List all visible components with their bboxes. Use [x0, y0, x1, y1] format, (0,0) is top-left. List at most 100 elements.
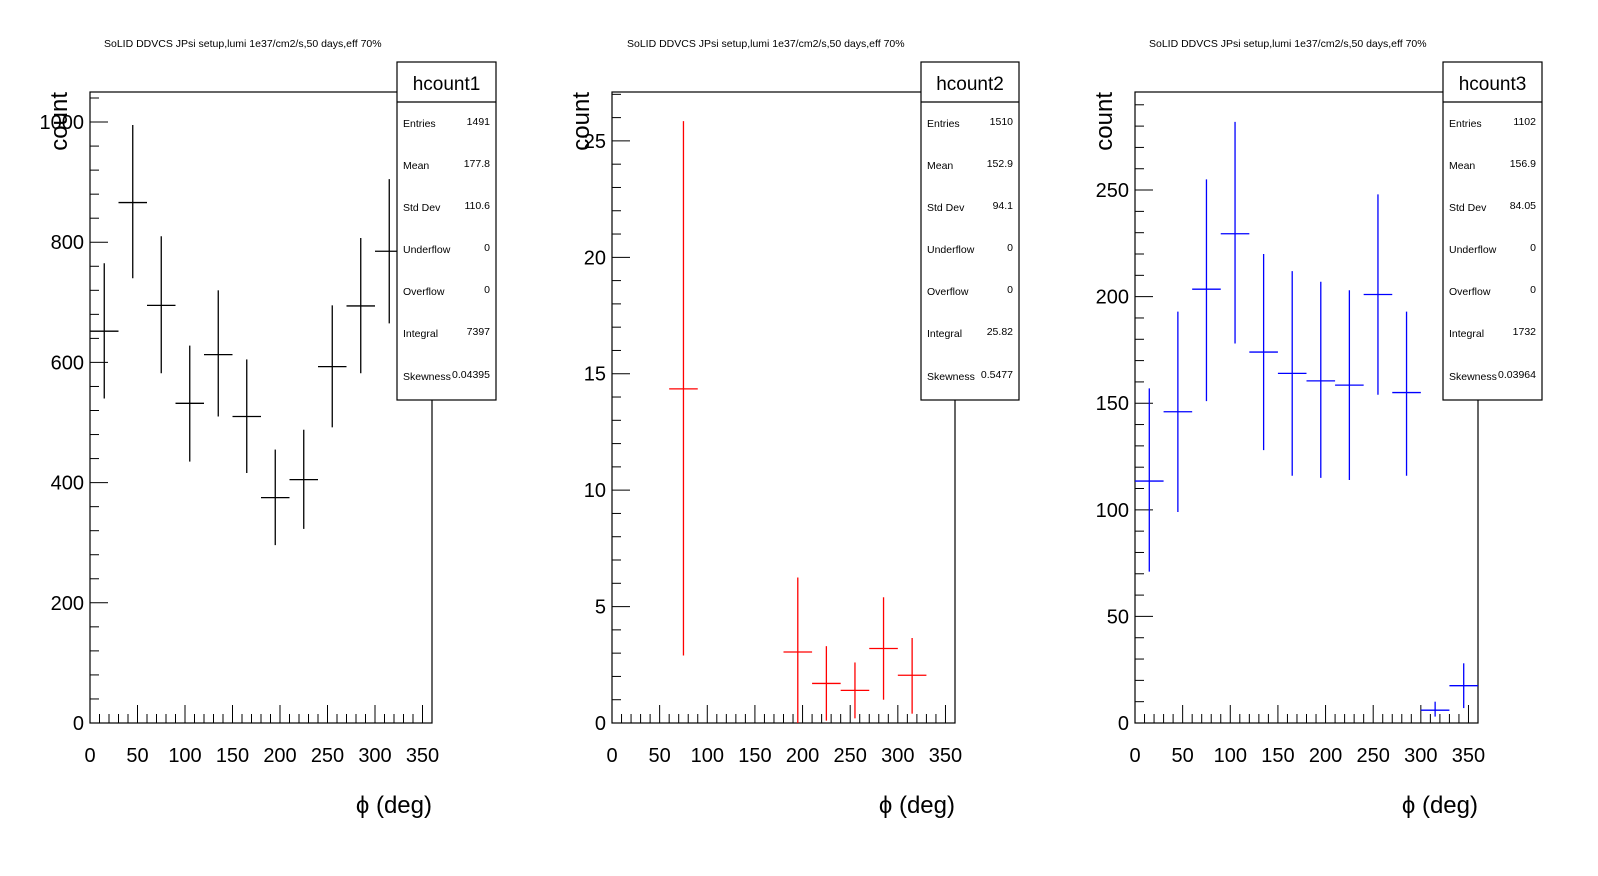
stats-box: hcount1 Entries 1491 Mean 177.8 Std Dev 110.6 U…	[396, 61, 497, 401]
stats-value: 0	[1007, 284, 1013, 296]
stats-value: 0.03964	[1498, 369, 1536, 381]
x-tick-label: 300	[881, 745, 914, 767]
stats-label: Overflow	[1449, 286, 1491, 298]
stats-histogram-name: hcount3	[1459, 74, 1527, 95]
data-point	[204, 290, 233, 417]
y-tick-label: 250	[1096, 180, 1129, 202]
stats-box: hcount3 Entries 1102 Mean 156.9 Std Dev 84.05 U…	[1442, 61, 1543, 401]
y-tick-label: 20	[584, 247, 606, 269]
data-point	[346, 238, 375, 374]
stats-label: Overflow	[403, 286, 445, 298]
x-tick-label: 200	[263, 745, 296, 767]
y-axis-title: count	[568, 92, 595, 151]
stats-label: Underflow	[1449, 244, 1497, 256]
plot-frame	[89, 91, 433, 724]
x-axis-title: ϕ (deg)	[356, 792, 432, 819]
x-tick-label: 0	[1129, 745, 1140, 767]
x-tick-label: 0	[606, 745, 617, 767]
stats-box: hcount2 Entries 1510 Mean 152.9 Std Dev 94.1 Un…	[920, 61, 1020, 401]
data-point	[175, 345, 204, 462]
x-tick-label: 100	[1214, 745, 1247, 767]
stats-value: 1491	[467, 116, 491, 128]
stats-value: 25.82	[987, 326, 1013, 338]
data-point	[318, 305, 347, 428]
data-point	[90, 263, 119, 399]
y-tick-label: 25	[584, 131, 606, 153]
stats-label: Integral	[1449, 328, 1484, 340]
x-tick-label: 250	[311, 745, 344, 767]
stats-value: 94.1	[993, 200, 1014, 212]
stats-value: 156.9	[1510, 158, 1536, 170]
y-tick-label: 200	[51, 593, 84, 615]
stats-label: Underflow	[403, 244, 451, 256]
data-point	[669, 121, 698, 656]
data-point	[1192, 179, 1221, 402]
x-tick-label: 350	[406, 745, 439, 767]
chart-title: SoLID DDVCS JPsi setup,lumi 1e37/cm2/s,5…	[627, 38, 905, 50]
histogram-panel-1: SoLID DDVCS JPsi setup,lumi 1e37/cm2/s,5…	[40, 38, 497, 819]
x-tick-label: 100	[691, 745, 724, 767]
histogram-panel-3: SoLID DDVCS JPsi setup,lumi 1e37/cm2/s,5…	[1091, 38, 1543, 819]
stats-box-frame	[1442, 61, 1543, 401]
x-axis-title: ϕ (deg)	[1402, 792, 1478, 819]
data-point	[1135, 388, 1164, 572]
x-tick-label: 200	[786, 745, 819, 767]
y-tick-label: 10	[584, 480, 606, 502]
x-tick-label: 250	[834, 745, 867, 767]
data-point	[1449, 663, 1478, 709]
y-tick-label: 0	[595, 713, 606, 735]
data-point	[261, 449, 290, 546]
x-tick-label: 350	[929, 745, 962, 767]
y-tick-label: 0	[1118, 713, 1129, 735]
stats-label: Underflow	[927, 244, 975, 256]
data-point	[869, 597, 898, 700]
x-tick-label: 150	[738, 745, 771, 767]
stats-value: 1102	[1513, 116, 1536, 128]
chart-title: SoLID DDVCS JPsi setup,lumi 1e37/cm2/s,5…	[104, 38, 382, 50]
stats-value: 1732	[1513, 326, 1537, 338]
x-tick-label: 150	[216, 745, 249, 767]
data-point	[1335, 290, 1364, 480]
x-tick-label: 300	[358, 745, 391, 767]
x-tick-label: 50	[126, 745, 148, 767]
stats-label: Integral	[927, 328, 962, 340]
data-point	[1220, 121, 1250, 344]
data-point	[147, 236, 176, 374]
data-point	[783, 577, 813, 723]
data-point	[1306, 281, 1336, 478]
histogram-panel-2: SoLID DDVCS JPsi setup,lumi 1e37/cm2/s,5…	[568, 38, 1020, 819]
y-tick-label: 15	[584, 364, 606, 386]
stats-label: Entries	[927, 118, 960, 130]
stats-box-frame	[920, 61, 1020, 401]
data-point	[840, 662, 870, 719]
y-axis-title: count	[46, 92, 73, 151]
stats-label: Std Dev	[403, 202, 441, 214]
stats-value: 1510	[990, 116, 1014, 128]
x-tick-label: 0	[84, 745, 95, 767]
data-point	[118, 125, 147, 279]
data-point	[1420, 701, 1450, 717]
y-tick-label: 50	[1107, 606, 1129, 628]
stats-value: 177.8	[464, 158, 490, 170]
stats-value: 84.05	[1510, 200, 1536, 212]
stats-label: Std Dev	[1449, 202, 1487, 214]
stats-label: Entries	[403, 118, 436, 130]
data-point	[1249, 254, 1278, 451]
stats-histogram-name: hcount1	[413, 74, 481, 95]
y-tick-label: 200	[1096, 287, 1129, 309]
data-point	[1363, 194, 1393, 395]
plot-frame	[611, 91, 956, 724]
data-point	[897, 638, 927, 714]
y-tick-label: 100	[1096, 500, 1129, 522]
plot-frame	[1134, 91, 1479, 724]
stats-label: Mean	[403, 160, 429, 172]
stats-histogram-name: hcount2	[936, 74, 1004, 95]
data-point	[1392, 311, 1421, 476]
stats-label: Integral	[403, 328, 438, 340]
y-tick-label: 600	[51, 352, 84, 374]
stats-value: 0.04395	[452, 369, 490, 381]
x-tick-label: 150	[1261, 745, 1294, 767]
data-point	[1277, 271, 1307, 476]
data-point	[1163, 311, 1193, 512]
